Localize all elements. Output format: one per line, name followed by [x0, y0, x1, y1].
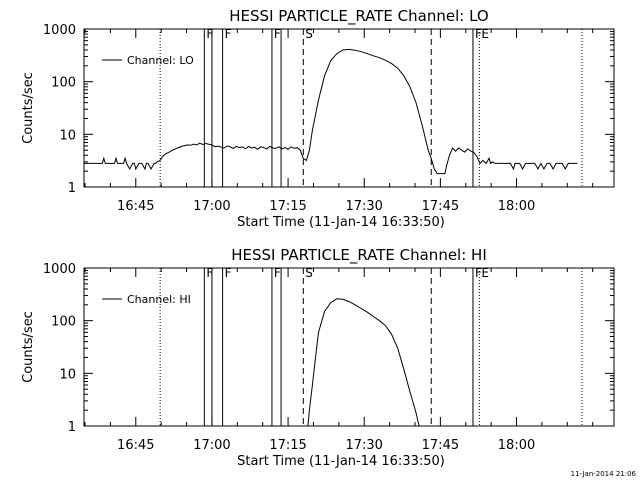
legend-label: Channel: LO [127, 54, 194, 67]
event-marker-label: F [206, 266, 213, 280]
y-tick-label: 100 [51, 76, 76, 91]
chart-panel-1: HESSI PARTICLE_RATE Channel: LO Counts/se… [21, 7, 615, 230]
event-marker-label: F [475, 27, 482, 41]
y-axis-label: Counts/sec [21, 72, 36, 144]
event-marker-label: E [481, 266, 489, 280]
plot-frame [83, 28, 615, 188]
x-tick-label: 17:30 [345, 199, 382, 214]
series-line [307, 298, 420, 427]
x-tick-label: 17:45 [422, 199, 459, 214]
y-axis-label: Counts/sec [21, 311, 36, 383]
x-tick-label: 18:00 [498, 438, 535, 453]
event-marker-label: F [274, 27, 281, 41]
event-marker-label: F [274, 266, 281, 280]
x-tick-label: 17:15 [269, 199, 306, 214]
plot-frame [83, 267, 615, 427]
y-tick-label: 10 [59, 367, 76, 382]
series-line [84, 48, 578, 175]
chart-title: HESSI PARTICLE_RATE Channel: LO [229, 7, 488, 26]
panels: HESSI PARTICLE_RATE Channel: LO Counts/se… [21, 7, 615, 469]
event-marker-label: F [206, 27, 213, 41]
chart-panel-2: HESSI PARTICLE_RATE Channel: HI Counts/se… [21, 246, 615, 469]
event-marker-label: F [225, 266, 232, 280]
footer-timestamp: 11-Jan-2014 21:06 [571, 470, 637, 478]
x-tick-label: 16:45 [117, 199, 154, 214]
x-axis-label: Start Time (11-Jan-14 16:33:50) [237, 454, 445, 469]
x-tick-label: 16:45 [117, 438, 154, 453]
event-marker-label: S [305, 266, 313, 280]
event-marker-label: F [225, 27, 232, 41]
y-tick-label: 1 [68, 420, 76, 435]
y-tick-label: 1000 [43, 262, 76, 277]
event-marker-label: S [305, 27, 313, 41]
y-tick-label: 1000 [43, 23, 76, 38]
event-marker-label: E [481, 27, 489, 41]
event-marker-label: F [475, 266, 482, 280]
x-tick-label: 17:30 [345, 438, 382, 453]
x-tick-label: 17:00 [193, 199, 230, 214]
x-tick-label: 17:15 [269, 438, 306, 453]
y-tick-label: 1 [68, 181, 76, 196]
x-axis-label: Start Time (11-Jan-14 16:33:50) [237, 215, 445, 230]
chart-title: HESSI PARTICLE_RATE Channel: HI [231, 246, 487, 265]
x-tick-label: 17:45 [422, 438, 459, 453]
y-tick-label: 100 [51, 315, 76, 330]
x-tick-label: 18:00 [498, 199, 535, 214]
x-tick-label: 17:00 [193, 438, 230, 453]
y-tick-label: 10 [59, 128, 76, 143]
legend-label: Channel: HI [127, 293, 191, 306]
